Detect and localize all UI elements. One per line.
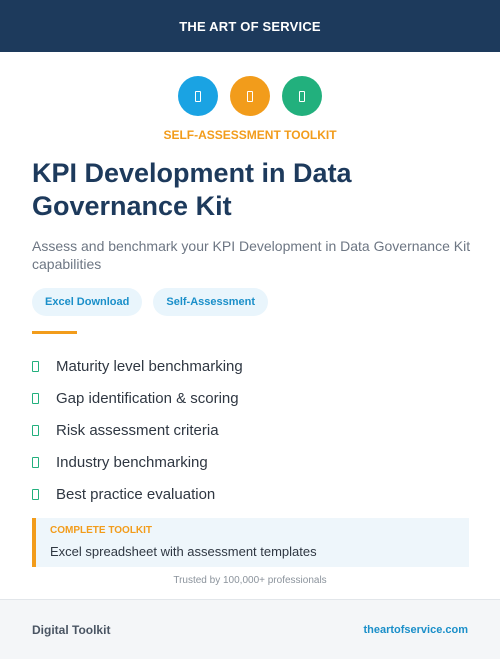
- feature-text: Gap identification & scoring: [56, 389, 239, 407]
- callout-label: COMPLETE TOOLKIT: [50, 525, 153, 536]
- spreadsheet-icon: [178, 76, 218, 116]
- tag-list: Excel Download Self-Assessment: [32, 288, 269, 316]
- toolkit-callout: COMPLETE TOOLKIT Excel spreadsheet with …: [32, 518, 469, 567]
- website-link[interactable]: theartofservice.com: [363, 623, 468, 636]
- list-item: Maturity level benchmarking: [32, 350, 472, 382]
- check-icon: [32, 456, 39, 468]
- check-icon: [32, 360, 39, 372]
- feature-text: Best practice evaluation: [56, 485, 216, 503]
- list-item: Best practice evaluation: [32, 478, 472, 510]
- check-icon: [32, 488, 39, 500]
- feature-text: Industry benchmarking: [56, 453, 208, 471]
- header-bar: THE ART OF SERVICE: [0, 0, 500, 52]
- eyebrow-label: SELF-ASSESSMENT TOOLKIT: [163, 128, 337, 142]
- chart-icon: [230, 76, 270, 116]
- check-icon: [32, 424, 39, 436]
- list-item: Industry benchmarking: [32, 446, 472, 478]
- footer-bar: Digital Toolkit theartofservice.com: [0, 599, 500, 659]
- feature-text: Maturity level benchmarking: [56, 357, 243, 375]
- checklist-icon: [282, 76, 322, 116]
- icon-row: [0, 76, 500, 116]
- check-icon: [32, 392, 39, 404]
- callout-text: Excel spreadsheet with assessment templa…: [50, 544, 317, 559]
- tag-self-assessment: Self-Assessment: [153, 288, 269, 316]
- page-subtitle: Assess and benchmark your KPI Developmen…: [32, 238, 471, 272]
- footer-label: Digital Toolkit: [32, 622, 111, 637]
- feature-list: Maturity level benchmarking Gap identifi…: [32, 350, 472, 510]
- trust-statement: Trusted by 100,000+ professionals: [173, 575, 327, 586]
- accent-divider: [32, 331, 77, 334]
- page-title: KPI Development in Data Governance Kit: [32, 158, 352, 221]
- list-item: Risk assessment criteria: [32, 414, 472, 446]
- brand-name: THE ART OF SERVICE: [179, 18, 321, 34]
- tag-excel-download: Excel Download: [32, 288, 143, 316]
- feature-text: Risk assessment criteria: [56, 421, 219, 439]
- list-item: Gap identification & scoring: [32, 382, 472, 414]
